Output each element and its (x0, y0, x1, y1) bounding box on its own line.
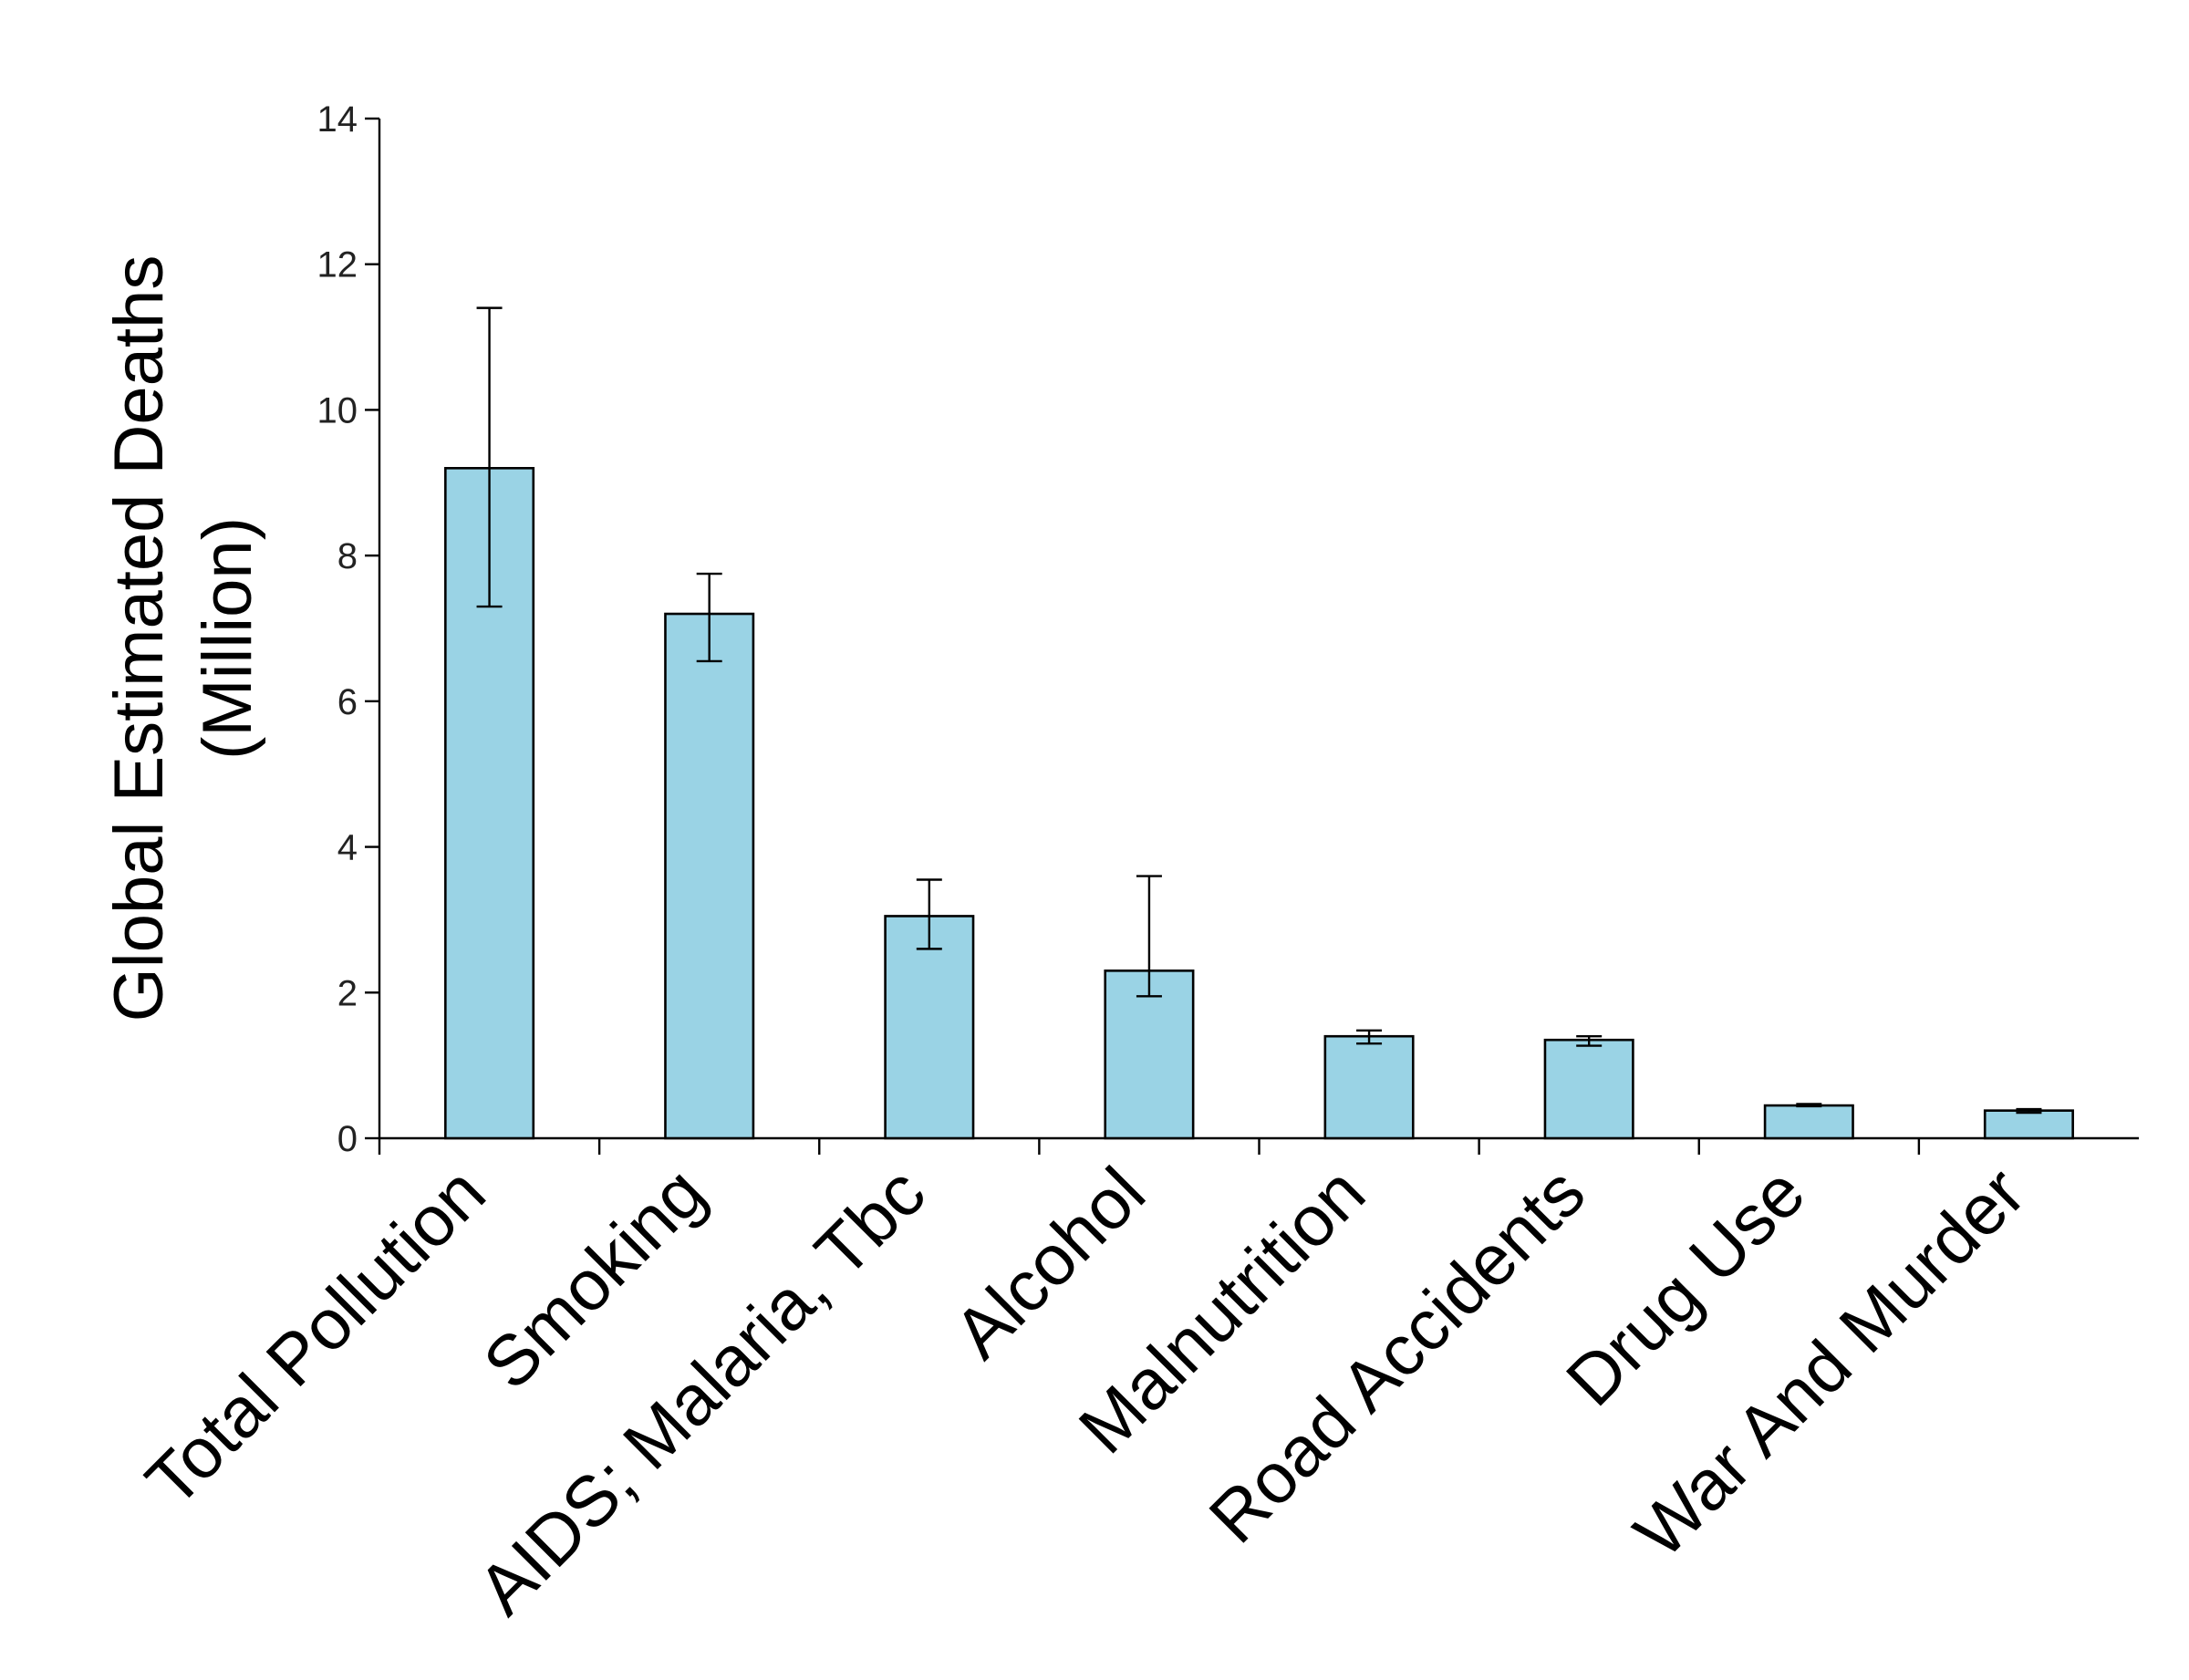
error-bar (696, 572, 722, 663)
bar (1983, 1109, 2074, 1140)
y-tick-label: 12 (317, 245, 358, 285)
y-tick-label: 14 (317, 99, 358, 140)
error-bar (916, 878, 942, 950)
y-tick-label: 10 (317, 390, 358, 430)
x-tick-label: Alcohol (939, 1152, 1160, 1374)
x-tick-label: War And Murder (1619, 1152, 2040, 1573)
y-tick-label: 8 (337, 536, 358, 576)
y-tick-label: 0 (337, 1119, 358, 1159)
bar (1323, 1034, 1415, 1140)
error-bar (476, 306, 503, 608)
error-bar (1356, 1029, 1383, 1045)
bar (1104, 970, 1195, 1140)
x-tick-label: Road Accidents (1194, 1152, 1600, 1558)
error-bar (1136, 875, 1162, 998)
error-bar (2016, 1107, 2042, 1115)
y-axis-label-line-1: Global Estimated Deaths (100, 255, 178, 1022)
y-tick-label: 4 (337, 828, 358, 868)
y-tick-label: 2 (337, 973, 358, 1013)
x-tick-label: Total Pollution (130, 1152, 501, 1522)
bar (1763, 1104, 1854, 1140)
y-axis-label: Global Estimated Deaths (Million) (100, 255, 266, 1022)
bars (444, 306, 2074, 1140)
bar (1543, 1038, 1634, 1140)
y-axis-ticks: 0 2 4 6 8 10 12 14 (317, 99, 379, 1159)
error-bar (1576, 1034, 1603, 1047)
bar (884, 915, 975, 1140)
y-tick-label: 6 (337, 682, 358, 722)
bar (664, 612, 755, 1140)
y-axis-label-line-2: (Million) (189, 517, 266, 760)
error-bar (1796, 1103, 1822, 1108)
axes (378, 119, 2139, 1155)
